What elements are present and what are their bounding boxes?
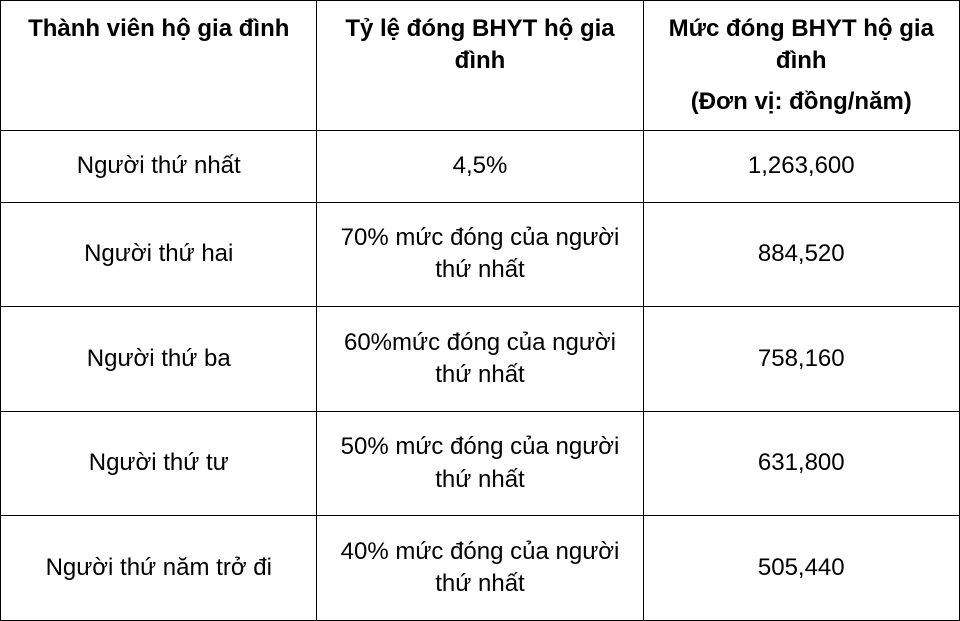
table-row: Người thứ năm trở đi 40% mức đóng của ng… — [1, 516, 960, 621]
cell-member: Người thứ tư — [1, 411, 317, 516]
col-header-amount: Mức đóng BHYT hộ gia đình (Đơn vị: đồng/… — [643, 1, 959, 131]
table-body: Người thứ nhất 4,5% 1,263,600 Người thứ … — [1, 131, 960, 621]
cell-member: Người thứ nhất — [1, 131, 317, 202]
cell-member: Người thứ hai — [1, 202, 317, 307]
table-header-row: Thành viên hộ gia đình Tỷ lệ đóng BHYT h… — [1, 1, 960, 131]
cell-rate: 70% mức đóng của người thứ nhất — [317, 202, 643, 307]
table-row: Người thứ ba 60%mức đóng của người thứ n… — [1, 307, 960, 412]
cell-rate: 50% mức đóng của người thứ nhất — [317, 411, 643, 516]
col-header-amount-sub: (Đơn vị: đồng/năm) — [660, 86, 943, 118]
cell-member: Người thứ năm trở đi — [1, 516, 317, 621]
col-header-member: Thành viên hộ gia đình — [1, 1, 317, 131]
cell-amount: 758,160 — [643, 307, 959, 412]
col-header-rate: Tỷ lệ đóng BHYT hộ gia đình — [317, 1, 643, 131]
cell-amount: 884,520 — [643, 202, 959, 307]
cell-rate: 4,5% — [317, 131, 643, 202]
cell-amount: 1,263,600 — [643, 131, 959, 202]
cell-rate: 60%mức đóng của người thứ nhất — [317, 307, 643, 412]
cell-amount: 631,800 — [643, 411, 959, 516]
cell-rate: 40% mức đóng của người thứ nhất — [317, 516, 643, 621]
col-header-rate-label: Tỷ lệ đóng BHYT hộ gia đình — [345, 15, 614, 74]
col-header-member-label: Thành viên hộ gia đình — [28, 15, 289, 42]
table-header: Thành viên hộ gia đình Tỷ lệ đóng BHYT h… — [1, 1, 960, 131]
table-row: Người thứ hai 70% mức đóng của người thứ… — [1, 202, 960, 307]
cell-amount: 505,440 — [643, 516, 959, 621]
bhyt-table: Thành viên hộ gia đình Tỷ lệ đóng BHYT h… — [0, 0, 960, 621]
table-row: Người thứ nhất 4,5% 1,263,600 — [1, 131, 960, 202]
col-header-amount-label: Mức đóng BHYT hộ gia đình — [669, 15, 934, 74]
cell-member: Người thứ ba — [1, 307, 317, 412]
table-row: Người thứ tư 50% mức đóng của người thứ … — [1, 411, 960, 516]
